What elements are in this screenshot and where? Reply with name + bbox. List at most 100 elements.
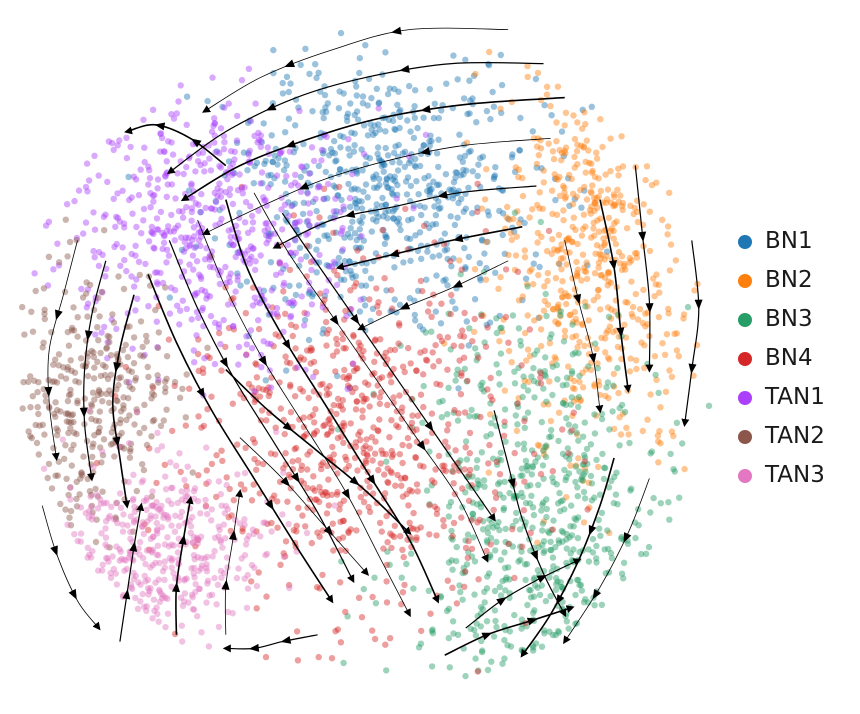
data-point	[405, 344, 412, 352]
legend-item-tan2: TAN2	[738, 417, 825, 456]
data-point	[618, 253, 626, 260]
data-point	[210, 122, 217, 130]
data-point	[203, 295, 210, 302]
data-point	[428, 328, 435, 335]
data-point	[469, 210, 476, 217]
data-point	[524, 601, 531, 609]
data-point	[67, 484, 74, 491]
data-point	[374, 144, 382, 151]
data-point	[291, 179, 299, 186]
data-point	[104, 355, 111, 362]
data-point	[340, 206, 347, 213]
streamline-arrow	[258, 355, 267, 367]
data-point	[518, 625, 525, 632]
data-point	[500, 432, 508, 439]
data-point	[384, 539, 391, 546]
data-point	[109, 139, 116, 147]
data-point	[141, 424, 148, 432]
data-point	[475, 480, 482, 488]
data-point	[398, 601, 405, 608]
data-point	[594, 204, 601, 211]
data-point	[383, 667, 390, 674]
data-point	[468, 406, 475, 414]
data-point	[560, 255, 567, 262]
data-point	[184, 493, 191, 500]
data-point	[196, 271, 203, 278]
data-point	[129, 385, 136, 393]
data-point	[600, 235, 607, 242]
data-point	[161, 564, 168, 571]
data-point	[487, 115, 494, 123]
data-point	[523, 623, 530, 630]
data-point	[214, 185, 221, 192]
data-point	[462, 265, 469, 273]
data-point	[74, 333, 81, 340]
data-point	[183, 487, 191, 494]
data-point	[372, 600, 380, 607]
data-point	[356, 308, 364, 315]
data-point	[392, 143, 399, 150]
data-point	[426, 138, 433, 145]
data-point	[374, 427, 381, 434]
data-point	[157, 148, 164, 155]
data-point	[627, 355, 634, 362]
data-point	[153, 551, 160, 558]
data-point	[298, 462, 306, 469]
data-point	[403, 560, 410, 568]
data-point	[610, 370, 618, 378]
data-point	[362, 42, 369, 49]
data-point	[515, 395, 522, 402]
data-point	[108, 316, 115, 323]
data-point	[140, 217, 147, 224]
data-point	[230, 241, 237, 249]
data-point	[458, 343, 465, 350]
data-point	[556, 260, 563, 268]
data-point	[420, 371, 427, 378]
data-point	[241, 219, 249, 226]
data-point	[140, 353, 147, 360]
data-point	[515, 166, 522, 173]
data-point	[463, 378, 470, 385]
data-point	[234, 270, 241, 277]
data-point	[466, 110, 473, 117]
data-point	[400, 553, 407, 561]
data-point	[129, 585, 136, 593]
data-point	[368, 126, 375, 133]
data-point	[188, 208, 195, 216]
data-point	[320, 195, 327, 203]
data-point	[395, 340, 402, 347]
data-point	[471, 413, 478, 420]
data-point	[557, 287, 565, 294]
data-point	[487, 431, 494, 438]
data-point	[530, 135, 538, 142]
data-point	[98, 288, 106, 296]
streamline-arrow	[452, 279, 464, 288]
data-point	[580, 144, 587, 151]
data-point	[493, 329, 501, 337]
data-point	[515, 297, 523, 304]
data-point	[312, 369, 320, 376]
data-point	[289, 298, 297, 305]
data-point	[501, 418, 508, 425]
data-point	[342, 547, 349, 554]
data-point	[389, 532, 396, 539]
data-point	[647, 391, 654, 398]
data-point	[235, 361, 242, 368]
data-point	[647, 509, 654, 516]
data-point	[113, 386, 120, 393]
data-point	[263, 417, 270, 424]
data-point	[190, 570, 197, 577]
data-point	[481, 588, 488, 596]
data-point	[292, 249, 299, 256]
data-point	[104, 543, 111, 551]
data-point	[89, 548, 96, 555]
data-point	[420, 222, 428, 230]
data-point	[105, 514, 112, 522]
data-point	[283, 173, 290, 180]
data-point	[605, 269, 613, 276]
data-point	[453, 169, 461, 176]
data-point	[227, 527, 234, 535]
data-point	[452, 169, 459, 176]
data-point	[353, 168, 360, 175]
data-point	[559, 382, 566, 389]
